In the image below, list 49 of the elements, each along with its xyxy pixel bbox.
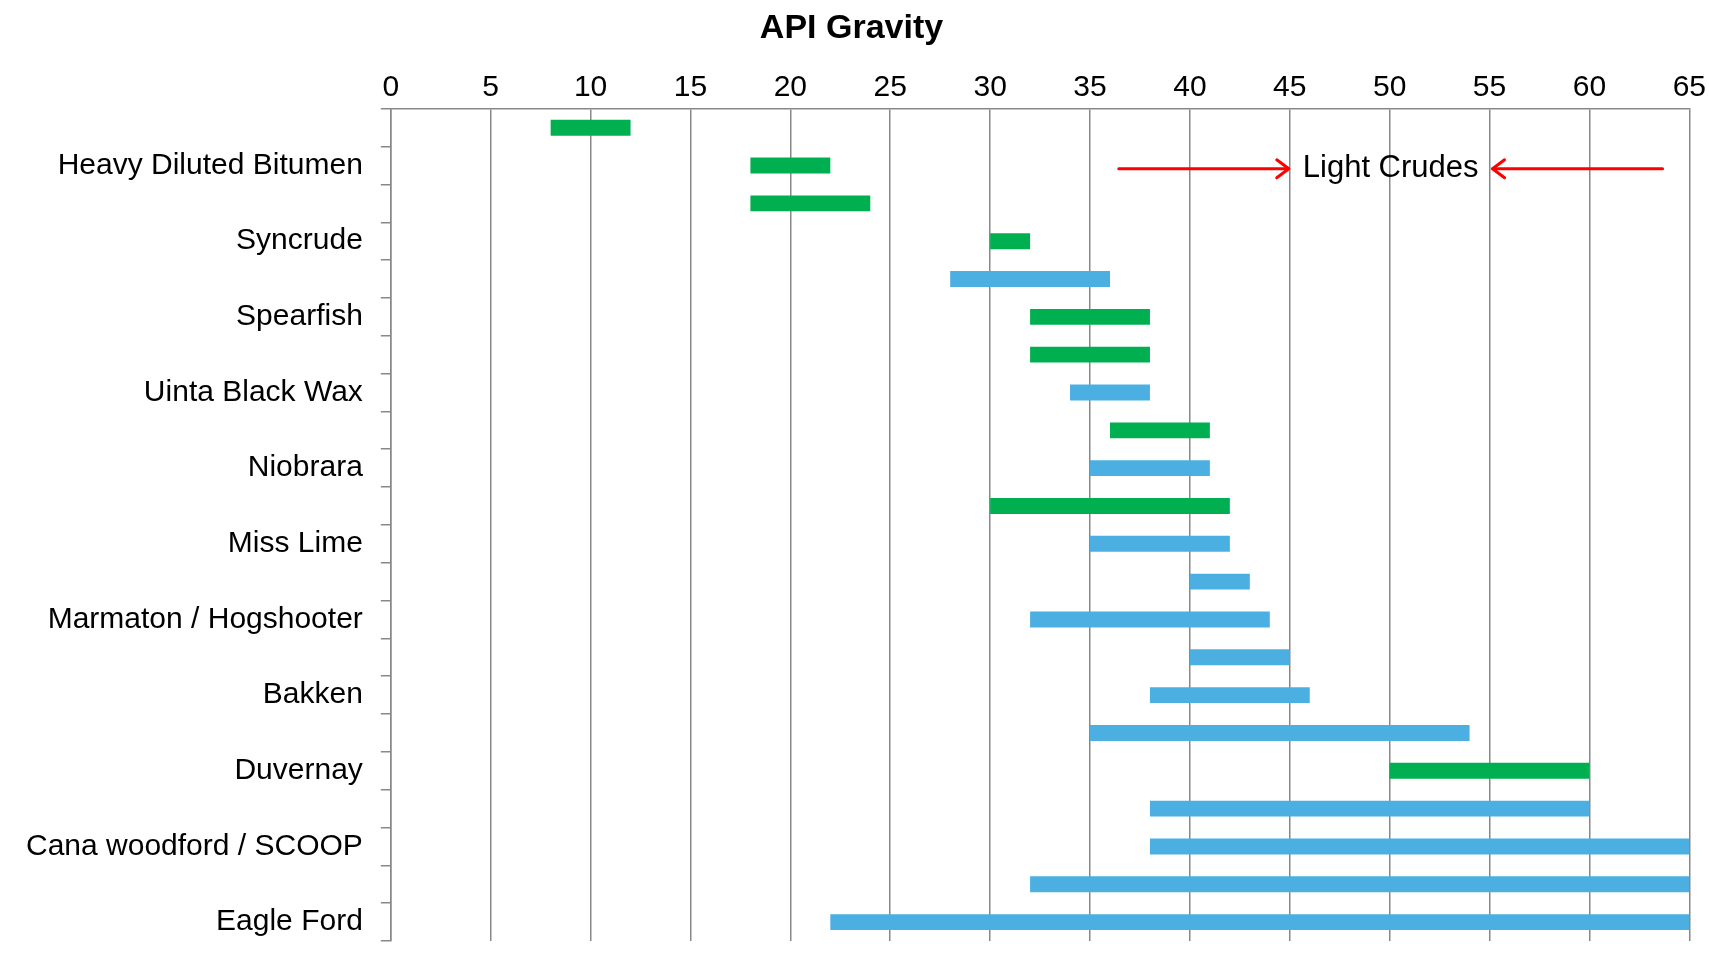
annotation: Light Crudes (1302, 149, 1479, 185)
y-tick-label: Cana woodford / SCOOP (26, 827, 363, 861)
bar (750, 195, 871, 212)
x-tick-label: 45 (1273, 69, 1307, 103)
x-tick-label: 20 (773, 69, 808, 103)
bar (1090, 535, 1230, 552)
y-tick-label: Marmaton / Hogshooter (47, 600, 363, 634)
x-tick-label: 50 (1372, 69, 1407, 103)
x-tick-label: 10 (573, 69, 608, 103)
bar (1149, 800, 1590, 817)
y-tick-label: Niobrara (247, 449, 364, 483)
x-tick-label: 65 (1672, 69, 1706, 103)
x-tick-label: 55 (1472, 69, 1507, 103)
bar (1189, 573, 1250, 590)
bar (1109, 422, 1210, 439)
bar (1389, 762, 1590, 779)
y-tick-label: Heavy Diluted Bitumen (57, 146, 363, 180)
y-tick-label: Spearfish (236, 298, 363, 332)
bar (950, 271, 1110, 287)
bar (1030, 346, 1150, 363)
y-tick-label: Syncrude (236, 222, 363, 256)
y-tick-label: Eagle Ford (216, 903, 363, 937)
x-tick-label: 40 (1173, 69, 1207, 103)
bar (1070, 384, 1150, 401)
bar (1090, 460, 1210, 477)
x-tick-label: 25 (873, 69, 907, 103)
bar (1149, 687, 1310, 704)
bar (1030, 611, 1270, 628)
bar (1030, 308, 1150, 325)
bar (550, 119, 631, 136)
x-tick-label: 0 (382, 69, 400, 103)
x-tick-label: 15 (673, 69, 708, 103)
x-tick-label: 60 (1572, 69, 1607, 103)
bar (1149, 838, 1690, 855)
bar (990, 233, 1031, 250)
bar (830, 914, 1690, 931)
y-tick-label: Duvernay (234, 752, 363, 786)
bar (990, 498, 1230, 514)
bar (1030, 876, 1690, 893)
chart-title: API Gravity (759, 6, 944, 45)
y-tick-label: Bakken (262, 676, 363, 710)
x-tick-label: 35 (1073, 69, 1107, 103)
y-tick-label: Miss Lime (227, 525, 363, 559)
bar (1189, 649, 1290, 666)
x-tick-label: 5 (482, 69, 500, 103)
bar (750, 157, 831, 174)
bar (1090, 725, 1470, 741)
y-tick-label: Uinta Black Wax (143, 373, 363, 407)
x-tick-label: 30 (973, 69, 1007, 103)
